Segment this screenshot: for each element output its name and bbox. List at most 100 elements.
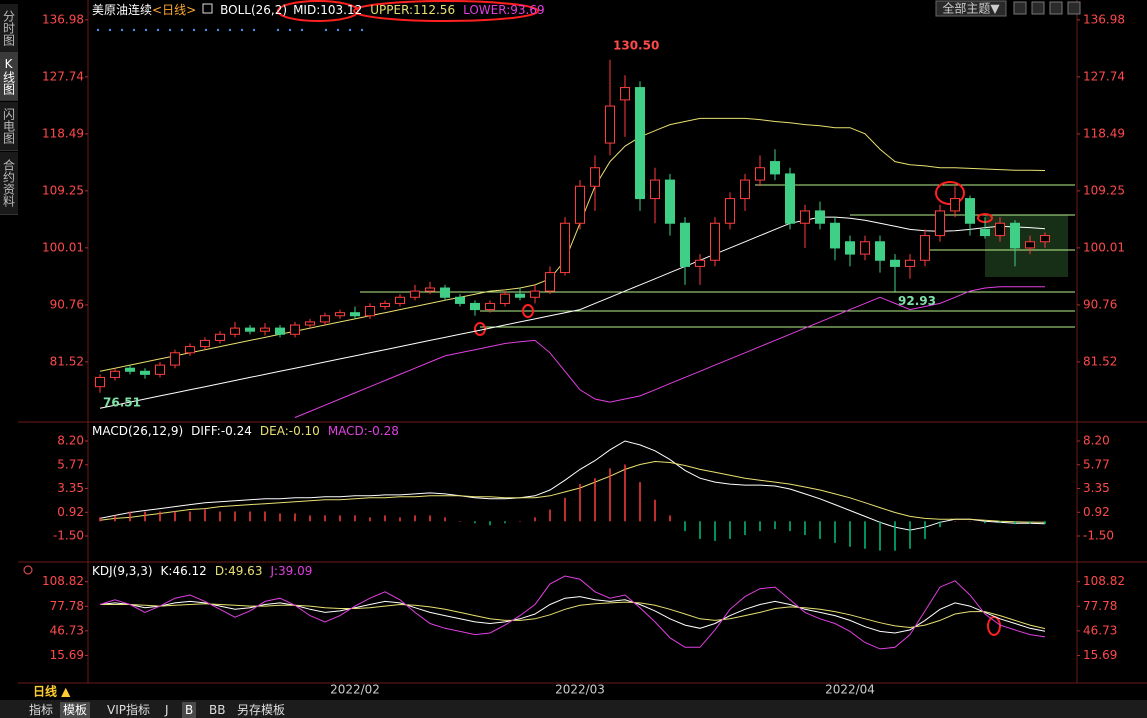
candle-body <box>995 222 1005 237</box>
macd-bar <box>564 497 566 522</box>
toolbar-icon[interactable] <box>1031 1 1045 15</box>
candle-body <box>335 312 345 317</box>
candle-body <box>905 259 915 267</box>
macd-bar <box>984 521 986 524</box>
macd-bar <box>99 517 101 522</box>
bottom-tab[interactable]: VIP指标 <box>107 703 150 717</box>
candle-body <box>440 287 450 298</box>
macd-bar <box>249 511 251 522</box>
y-tick-label: 0.92 <box>1083 505 1110 519</box>
x-tick-label: 2022/03 <box>555 683 605 697</box>
toolbar-icon[interactable] <box>1067 1 1081 15</box>
bottom-tab[interactable]: B <box>182 702 197 718</box>
candle-body <box>665 179 675 224</box>
macd-bar <box>774 521 776 530</box>
header-item: <日线> <box>152 3 196 17</box>
bottom-tab[interactable]: J <box>165 703 169 717</box>
candle-body <box>320 315 330 323</box>
candle-body <box>935 210 945 237</box>
y-tick-label: -1.50 <box>1083 528 1114 542</box>
candle-body <box>965 198 975 224</box>
y-tick-label: 0.92 <box>57 505 84 519</box>
candle-body <box>575 185 585 224</box>
side-tab[interactable]: 分时图 <box>0 4 18 53</box>
candle-body <box>215 333 225 341</box>
header-item: MACD:-0.28 <box>328 424 399 438</box>
candle-body <box>380 302 390 308</box>
candle-body <box>560 222 570 274</box>
y-tick-label: 81.52 <box>50 354 84 368</box>
macd-bar <box>1029 521 1031 524</box>
y-tick-label: 109.25 <box>42 183 84 197</box>
toolbar-icon[interactable] <box>1049 1 1063 15</box>
candle-body <box>755 167 765 181</box>
y-tick-label: 118.49 <box>1083 126 1125 140</box>
candle-body <box>170 352 180 366</box>
candle-body <box>485 302 495 311</box>
candle-body <box>305 321 315 326</box>
macd-bar <box>519 521 521 522</box>
y-tick-label: 46.73 <box>50 623 84 637</box>
theme-button[interactable] <box>935 0 1007 17</box>
y-tick-label: 3.35 <box>1083 481 1110 495</box>
candle-body <box>1010 222 1020 249</box>
header-item: MACD(26,12,9) <box>92 424 183 438</box>
extreme-label: 130.50 <box>613 38 659 52</box>
side-tab[interactable]: 闪电图 <box>0 102 18 151</box>
macd-bar <box>219 511 221 522</box>
candle-body <box>425 287 435 292</box>
macd-bar <box>669 515 671 522</box>
bottom-tab[interactable]: 指标 <box>29 703 54 717</box>
macd-bar <box>939 521 941 528</box>
candle-body <box>785 173 795 224</box>
series-line <box>99 460 1046 523</box>
drawn-annotations <box>277 0 1075 636</box>
macd-bar <box>369 517 371 522</box>
bottom-tab[interactable]: BB <box>209 703 226 717</box>
candle-body <box>275 327 285 335</box>
candle-body <box>530 290 540 298</box>
candle-body <box>365 306 375 317</box>
y-tick-label: 100.01 <box>1083 240 1125 254</box>
circle-mark <box>277 0 359 22</box>
macd-bar <box>549 509 551 522</box>
candle-body <box>125 367 135 372</box>
bottom-tab[interactable]: 模板 <box>60 702 91 718</box>
macd-bar <box>759 521 761 532</box>
side-tab[interactable]: 合约资料 <box>0 152 18 215</box>
period-button[interactable]: 日线 ▲ <box>33 684 71 699</box>
series-line <box>294 286 1045 418</box>
y-tick-label: 8.20 <box>1083 433 1110 447</box>
toolbar-icon[interactable] <box>1013 1 1027 15</box>
y-tick-label: 3.35 <box>57 481 84 495</box>
macd-bar <box>954 521 956 522</box>
y-tick-label: 108.82 <box>42 574 84 588</box>
series-line <box>99 216 1046 409</box>
candle-body <box>1040 235 1050 243</box>
candle-body <box>590 167 600 187</box>
panel-header: KDJ(9,3,3) K:46.12 D:49.63 J:39.09 <box>92 564 312 578</box>
candle-body <box>845 241 855 255</box>
extreme-label: 92.93 <box>898 294 936 308</box>
macd-bar <box>189 511 191 522</box>
side-tab[interactable]: K线图 <box>0 52 18 101</box>
header-item: MID:103.12 <box>293 3 362 17</box>
y-tick-label: 5.77 <box>57 457 84 471</box>
macd-bar <box>804 521 806 536</box>
candle-body <box>455 296 465 304</box>
macd-bar <box>609 468 611 522</box>
candle-body <box>695 259 705 267</box>
candle-body <box>140 370 150 375</box>
candle-body <box>980 228 990 237</box>
bottom-tab[interactable]: 另存模板 <box>237 703 286 717</box>
y-tick-label: 15.69 <box>50 648 84 662</box>
candle-body <box>815 210 825 224</box>
macd-bar <box>849 521 851 547</box>
macd-bar <box>204 509 206 522</box>
circle-mark <box>522 304 534 318</box>
macd-bar <box>684 521 686 532</box>
header-item: LOWER:93.69 <box>463 3 545 17</box>
theme-button-label[interactable]: 全部主题▼ <box>942 1 1000 16</box>
